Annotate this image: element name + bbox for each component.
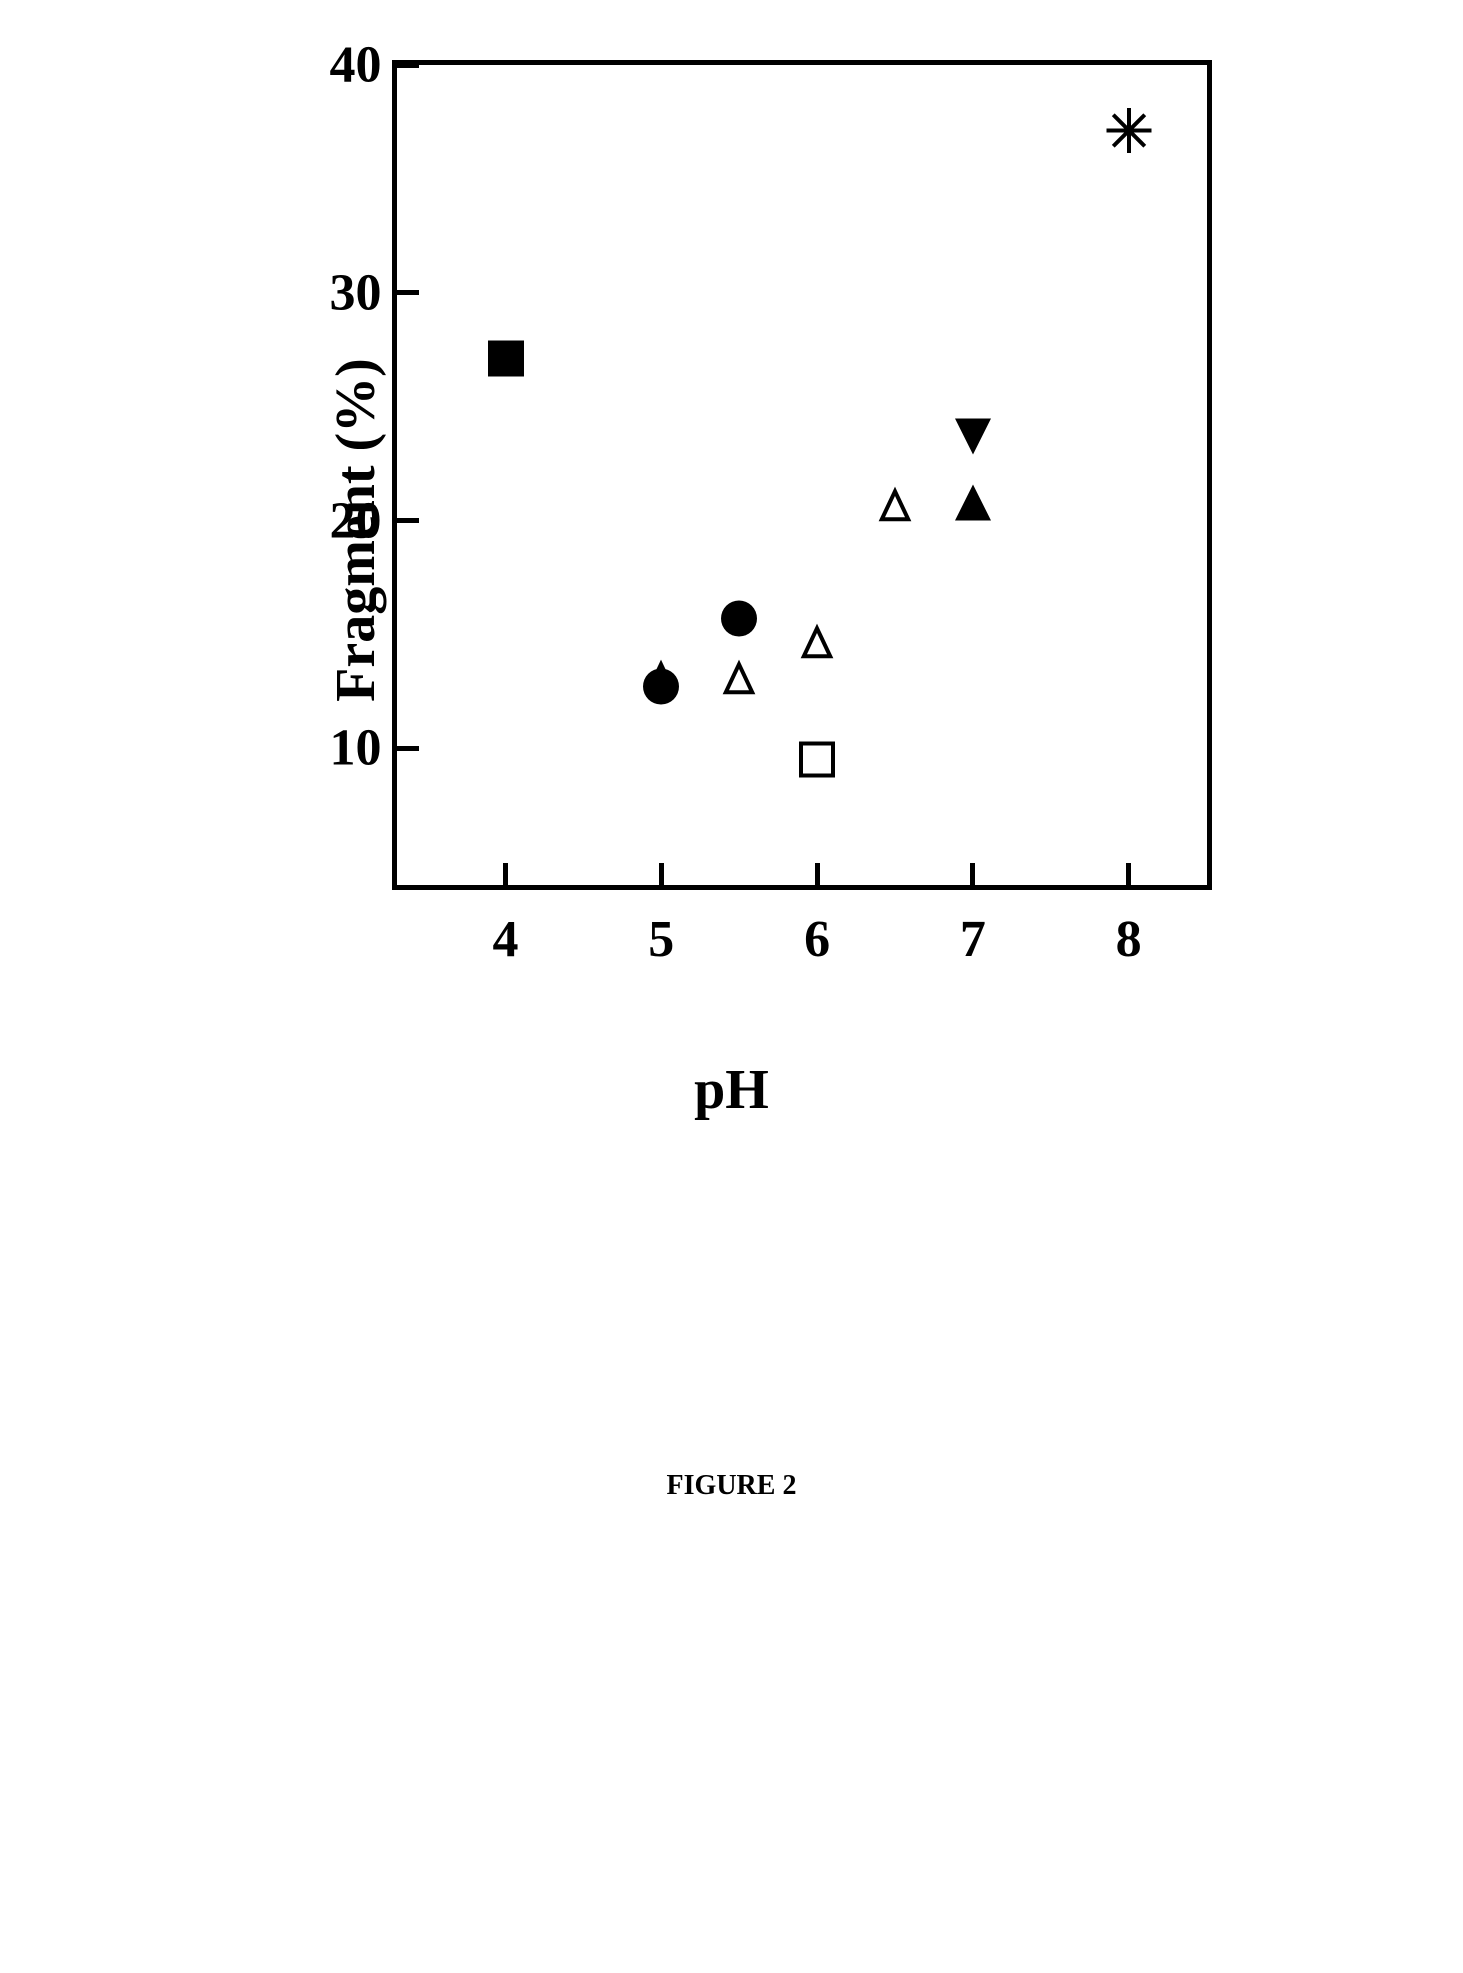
data-point <box>799 742 835 783</box>
x-tick <box>970 863 975 885</box>
y-tick <box>397 746 419 751</box>
x-tick <box>815 863 820 885</box>
y-tick <box>397 63 419 68</box>
y-tick <box>397 518 419 523</box>
x-tick-label: 5 <box>648 910 674 969</box>
x-tick-label: 6 <box>804 910 830 969</box>
x-tick <box>503 863 508 885</box>
data-point <box>721 600 757 641</box>
x-tick-label: 4 <box>493 910 519 969</box>
data-point <box>1106 108 1151 158</box>
x-tick-label: 8 <box>1116 910 1142 969</box>
y-tick-label: 40 <box>330 36 382 95</box>
y-tick-label: 20 <box>330 491 382 550</box>
y-tick-label: 10 <box>330 719 382 778</box>
chart-wrapper: Fragment (%) pH 1020304045678 FIGURE 2 <box>222 40 1242 1502</box>
y-tick <box>397 290 419 295</box>
data-point <box>799 623 835 664</box>
data-point <box>955 418 991 459</box>
y-tick-label: 30 <box>330 263 382 322</box>
data-point <box>643 669 679 710</box>
data-point <box>721 660 757 701</box>
x-axis-label: pH <box>694 1058 769 1122</box>
figure-caption: FIGURE 2 <box>222 1470 1242 1502</box>
x-tick <box>1126 863 1131 885</box>
x-tick <box>659 863 664 885</box>
x-tick-label: 7 <box>960 910 986 969</box>
data-point <box>877 486 913 527</box>
scatter-chart: Fragment (%) pH 1020304045678 <box>222 40 1242 1020</box>
data-point <box>488 341 524 382</box>
data-point <box>955 484 991 525</box>
